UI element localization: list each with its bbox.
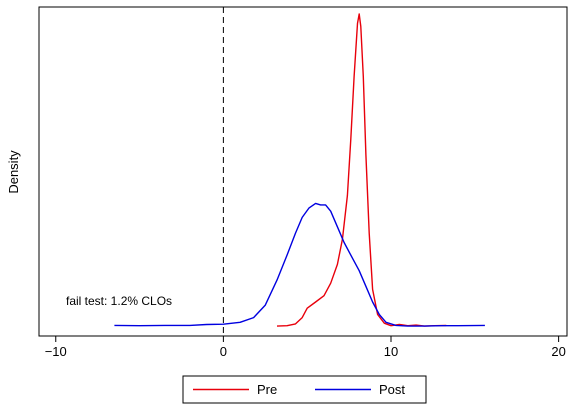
plot-frame (38, 6, 568, 337)
legend-label-pre: Pre (257, 382, 277, 397)
x-tick-label: 20 (551, 344, 565, 359)
legend-label-post: Post (379, 382, 405, 397)
legend: Pre Post (182, 375, 427, 404)
series-line-post (114, 202, 485, 327)
series-group (114, 13, 485, 327)
x-axis-ticks: −10 0 10 20 (45, 336, 566, 359)
x-tick-label: 0 (220, 344, 227, 359)
x-tick-label: −10 (45, 344, 67, 359)
x-tick-label: 10 (384, 344, 398, 359)
series-line-pre (276, 13, 447, 327)
fail-test-annotation: fail test: 1.2% CLOs (66, 294, 172, 308)
y-axis-label: Density (6, 150, 21, 194)
